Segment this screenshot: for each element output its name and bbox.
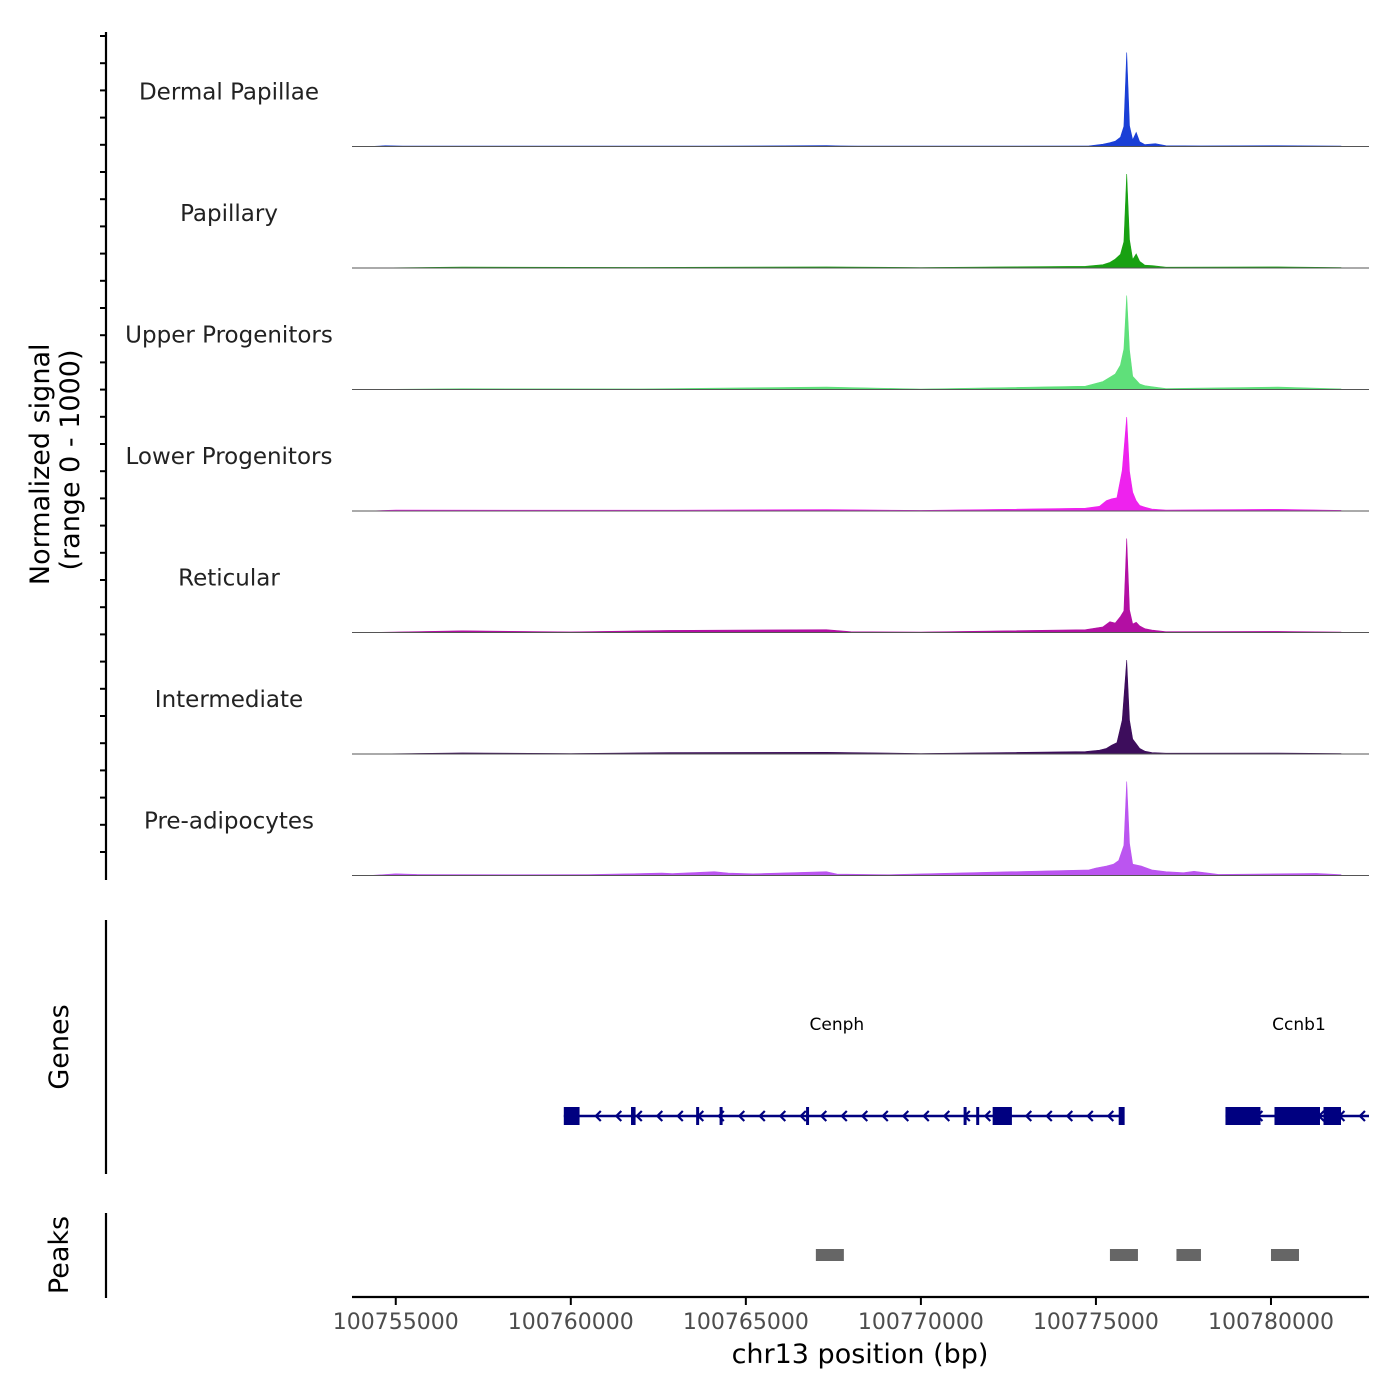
gene-label: Ccnb1 xyxy=(1272,1015,1326,1035)
exon xyxy=(1274,1107,1320,1125)
strand-arrow xyxy=(983,1110,992,1122)
coverage-area xyxy=(369,538,1342,633)
strand-arrow xyxy=(840,1110,848,1122)
strand-arrow xyxy=(881,1110,889,1122)
gene-cenph: Cenph xyxy=(563,1015,1125,1125)
genes-axis-title: Genes xyxy=(44,1004,75,1089)
y-axis-title-line1: Normalized signal xyxy=(25,344,56,586)
track-lower-progenitors: Lower Progenitors xyxy=(126,416,1369,512)
peak xyxy=(1109,1249,1138,1261)
coverage-area xyxy=(369,416,1342,512)
strand-arrow xyxy=(860,1110,869,1122)
peak-track xyxy=(815,1249,1299,1261)
strand-arrow xyxy=(942,1110,951,1122)
track-reticular: Reticular xyxy=(178,538,1369,633)
exon xyxy=(806,1107,810,1125)
strand-arrow xyxy=(594,1110,602,1122)
gene-track: Cenph Ccnb1 xyxy=(563,1015,1369,1125)
gene-label: Cenph xyxy=(810,1015,865,1035)
exon xyxy=(1225,1107,1261,1125)
x-tick-label: 100780000 xyxy=(1208,1310,1334,1335)
strand-arrow xyxy=(778,1110,787,1122)
peak xyxy=(1270,1249,1299,1261)
exon xyxy=(1323,1107,1341,1125)
exon xyxy=(631,1107,636,1125)
strand-arrow xyxy=(1024,1110,1033,1122)
exon xyxy=(696,1107,700,1125)
strand-arrow xyxy=(1065,1110,1074,1122)
track-label: Papillary xyxy=(180,201,278,227)
track-label: Reticular xyxy=(178,566,280,592)
strand-arrow xyxy=(758,1110,766,1122)
coverage-area xyxy=(369,173,1342,269)
coverage-area xyxy=(369,52,1342,147)
track-papillary: Papillary xyxy=(180,173,1369,269)
exon xyxy=(992,1107,1012,1125)
track-upper-progenitors: Upper Progenitors xyxy=(125,295,1369,390)
exon xyxy=(1118,1107,1125,1125)
x-tick-label: 100775000 xyxy=(1033,1310,1159,1335)
strand-arrow xyxy=(922,1110,930,1122)
peak xyxy=(1176,1249,1201,1261)
strand-arrow xyxy=(819,1110,828,1122)
coverage-area xyxy=(369,659,1342,755)
track-pre-adipocytes: Pre-adipocytes xyxy=(144,781,1369,876)
track-dermal-papillae: Dermal Papillae xyxy=(139,52,1369,147)
strand-arrow xyxy=(635,1110,643,1122)
strand-arrow xyxy=(1358,1110,1366,1122)
track-intermediate: Intermediate xyxy=(155,659,1369,755)
strand-arrow xyxy=(1086,1110,1094,1122)
exon xyxy=(976,1107,980,1125)
gene-ccnb1: Ccnb1 xyxy=(1225,1015,1369,1125)
x-tick-label: 100770000 xyxy=(858,1310,984,1335)
track-label: Pre-adipocytes xyxy=(144,809,314,835)
strand-arrow xyxy=(799,1110,807,1122)
coverage-area xyxy=(369,781,1342,876)
exon xyxy=(563,1107,580,1125)
strand-arrow xyxy=(737,1110,746,1122)
peak xyxy=(815,1249,844,1261)
coverage-area xyxy=(369,295,1342,390)
track-label: Intermediate xyxy=(155,687,303,713)
exon xyxy=(719,1107,723,1125)
x-axis-title: chr13 position (bp) xyxy=(732,1339,989,1370)
strand-arrow xyxy=(676,1110,684,1122)
strand-arrow xyxy=(1045,1110,1053,1122)
track-label: Dermal Papillae xyxy=(139,80,319,106)
coverage-tracks: Dermal Papillae Papillary Upper Progenitor… xyxy=(125,52,1369,876)
peaks-axis-title: Peaks xyxy=(44,1216,75,1294)
y-axis-title: Normalized signal (range 0 - 1000) xyxy=(25,335,86,585)
strand-arrow xyxy=(614,1110,623,1122)
x-tick-label: 100765000 xyxy=(683,1310,809,1335)
strand-arrow xyxy=(1106,1110,1115,1122)
strand-arrow xyxy=(901,1110,910,1122)
track-label: Upper Progenitors xyxy=(125,323,333,349)
exon xyxy=(963,1107,967,1125)
track-label: Lower Progenitors xyxy=(126,444,333,470)
x-tick-label: 100755000 xyxy=(333,1310,459,1335)
x-axis: 100755000 100760000 100765000 100770000 1007… xyxy=(333,1297,1334,1335)
y-axis-title-line2: (range 0 - 1000) xyxy=(55,350,86,571)
x-tick-label: 100760000 xyxy=(508,1310,634,1335)
strand-arrow xyxy=(655,1110,664,1122)
